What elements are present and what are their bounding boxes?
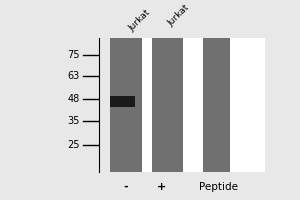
Text: +: + xyxy=(158,182,166,192)
Text: 75: 75 xyxy=(68,50,80,60)
Text: 35: 35 xyxy=(68,116,80,126)
Text: Jurkat: Jurkat xyxy=(166,3,190,28)
Bar xyxy=(110,38,265,172)
Bar xyxy=(152,38,183,172)
Text: Jurkat: Jurkat xyxy=(127,8,152,33)
Text: 63: 63 xyxy=(68,71,80,81)
Bar xyxy=(110,96,135,107)
Text: 25: 25 xyxy=(68,140,80,150)
Text: -: - xyxy=(124,182,128,192)
Bar xyxy=(110,38,142,172)
Text: 48: 48 xyxy=(68,94,80,104)
Text: Peptide: Peptide xyxy=(199,182,238,192)
Bar xyxy=(203,38,230,172)
